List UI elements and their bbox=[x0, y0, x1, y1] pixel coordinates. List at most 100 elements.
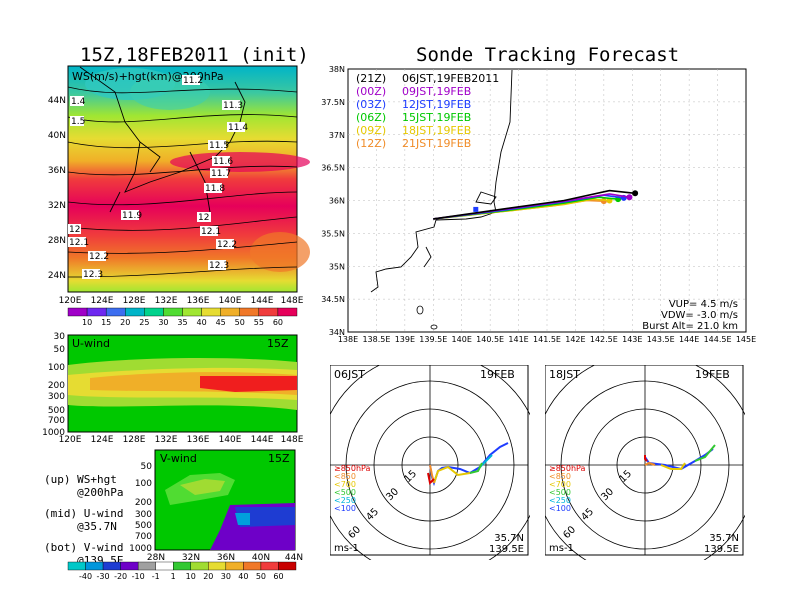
colorbar-swatch bbox=[260, 561, 279, 571]
v-wind-time: 15Z bbox=[268, 452, 290, 465]
lon-tick: 145E bbox=[736, 335, 756, 344]
lon-tick: 120E bbox=[59, 435, 82, 445]
landing-point bbox=[600, 198, 607, 205]
lon-tick: 140E bbox=[219, 296, 242, 306]
lat-tick: 36N bbox=[217, 553, 235, 563]
v-wind-label: V-wind bbox=[160, 452, 197, 465]
ascent-rate: VUP= 4.5 m/s bbox=[669, 299, 738, 310]
hodo-lon: 139.5E bbox=[489, 544, 524, 555]
map-panel: WS(m/s)+hgt(km)@200hPa 11.2 11.3 11.4 11… bbox=[48, 65, 310, 327]
u-wind-time: 15Z bbox=[267, 337, 289, 350]
level-legend: <250 bbox=[334, 496, 356, 505]
level-legend: ≥850hPa bbox=[334, 464, 371, 473]
legend-text: 09JST,19FEB bbox=[402, 85, 471, 98]
lon-tick: 142.5E bbox=[590, 335, 618, 344]
lon-tick: 148E bbox=[281, 435, 304, 445]
colorbar-label: -1 bbox=[152, 572, 160, 581]
hodo-lat: 35.7N bbox=[709, 533, 739, 544]
pressure-tick: 1000 bbox=[42, 428, 65, 438]
lat-tick: 37.5N bbox=[321, 98, 345, 107]
colorbar-label: 20 bbox=[203, 572, 213, 581]
colorbar-swatch bbox=[243, 561, 262, 571]
level-legend: <500 bbox=[549, 488, 571, 497]
lat-tick: 40N bbox=[252, 553, 270, 563]
lon-tick: 142E bbox=[565, 335, 585, 344]
colorbar-label: 35 bbox=[177, 318, 187, 327]
descent-rate: VDW= -3.0 m/s bbox=[661, 310, 738, 321]
lon-tick: 144.5E bbox=[704, 335, 732, 344]
note-line: @200hPa bbox=[44, 486, 124, 499]
colorbar-swatch bbox=[182, 307, 202, 317]
colorbar-label: 10 bbox=[186, 572, 196, 581]
lat-tick: 34.5N bbox=[321, 295, 345, 304]
lon-tick: 124E bbox=[91, 296, 114, 306]
colorbar-swatch bbox=[67, 561, 86, 571]
contour-label: 11.8 bbox=[205, 184, 225, 194]
colorbar-label: 60 bbox=[273, 318, 283, 327]
legend-code: (03Z) bbox=[356, 98, 386, 111]
colorbar-label: 25 bbox=[139, 318, 149, 327]
legend-text: 21JST,19FEB bbox=[402, 137, 471, 150]
hodograph-left: 06JST 19FEB ≥850hPa <850 <700 <500 <250 … bbox=[330, 365, 530, 560]
track-line bbox=[433, 189, 636, 220]
contour-label: 12.3 bbox=[209, 261, 229, 271]
lat-tick: 38N bbox=[329, 65, 345, 74]
contour-label: 12.1 bbox=[201, 227, 221, 237]
note-line: (mid) U-wind bbox=[44, 507, 124, 520]
lat-tick: 44N bbox=[285, 553, 303, 563]
pressure-tick: 200 bbox=[135, 498, 152, 508]
colorbar-swatch bbox=[120, 561, 139, 571]
pressure-tick: 50 bbox=[141, 462, 153, 472]
colorbar-label: -20 bbox=[114, 572, 127, 581]
lon-tick: 136E bbox=[187, 296, 210, 306]
pressure-tick: 700 bbox=[48, 416, 65, 426]
hodo-time: 18JST bbox=[549, 368, 580, 381]
pressure-tick: 700 bbox=[135, 532, 152, 542]
hodo-date: 19FEB bbox=[695, 368, 730, 381]
colorbar-label: 45 bbox=[216, 318, 226, 327]
level-legend: <700 bbox=[549, 480, 571, 489]
level-legend: <700 bbox=[334, 480, 356, 489]
lon-tick: 144E bbox=[679, 335, 699, 344]
notes: (up) WS+hgt @200hPa (mid) U-wind @35.7N (b… bbox=[44, 460, 123, 567]
lat-tick: 28N bbox=[147, 553, 165, 563]
colorbar-swatch bbox=[208, 561, 227, 571]
contour-label: 11.2 bbox=[183, 76, 203, 86]
colorbar-label: 50 bbox=[235, 318, 245, 327]
contour-label: 12.3 bbox=[83, 270, 103, 280]
legend-text: 15JST,19FEB bbox=[402, 111, 471, 124]
lon-tick: 138.5E bbox=[362, 335, 390, 344]
contour-label: 12.2 bbox=[217, 240, 237, 250]
lon-tick: 141.5E bbox=[533, 335, 561, 344]
lon-tick: 140E bbox=[452, 335, 472, 344]
hodo-lon: 139.5E bbox=[704, 544, 739, 555]
u-wind-label: U-wind bbox=[72, 337, 110, 350]
lon-tick: 139.5E bbox=[419, 335, 447, 344]
lat-tick: 35N bbox=[329, 262, 345, 271]
note-line: (up) WS+hgt bbox=[44, 473, 117, 486]
colorbar-swatch bbox=[239, 307, 260, 317]
track-panel: 38N 37.5N 37N 36.5N 36N 35.5N 35N 34.5N 34N 138E… bbox=[321, 65, 756, 344]
lon-tick: 120E bbox=[59, 296, 82, 306]
lat-tick: 34N bbox=[329, 328, 345, 337]
lon-tick: 140.5E bbox=[476, 335, 504, 344]
legend-code: (12Z) bbox=[356, 137, 386, 150]
note-line: (bot) V-wind bbox=[44, 541, 124, 554]
colorbar-swatch bbox=[102, 561, 121, 571]
level-legend: <850 bbox=[334, 472, 356, 481]
level-legend: <100 bbox=[549, 504, 571, 513]
lon-tick: 140E bbox=[219, 435, 242, 445]
colorbar-swatch bbox=[155, 561, 174, 571]
hodo-lat: 35.7N bbox=[494, 533, 524, 544]
contour-label: 12 bbox=[198, 213, 209, 223]
lat-tick: 44N bbox=[48, 96, 66, 106]
colorbar-label: -30 bbox=[97, 572, 110, 581]
hodo-time: 06JST bbox=[334, 368, 365, 381]
lon-tick: 139E bbox=[395, 335, 415, 344]
lon-tick: 138E bbox=[338, 335, 358, 344]
level-legend: ≥850hPa bbox=[549, 464, 586, 473]
colorbar-swatch bbox=[125, 307, 145, 317]
colorbar-swatch bbox=[144, 307, 164, 317]
colorbar-label: 10 bbox=[82, 318, 92, 327]
colorbar-label: 20 bbox=[120, 318, 130, 327]
